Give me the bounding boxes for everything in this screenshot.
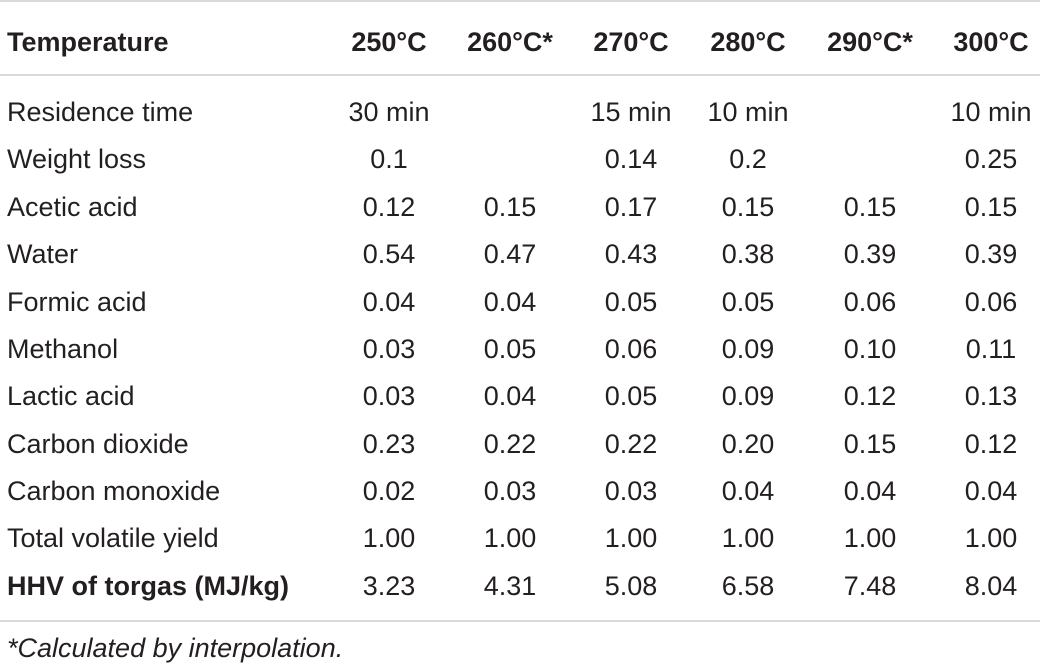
header-250c: 250°C xyxy=(351,27,427,57)
row-label: Formic acid xyxy=(7,287,147,317)
table-cell: 0.15 xyxy=(721,192,775,222)
header-300c: 300°C xyxy=(953,27,1029,57)
header-260c: 260°C* xyxy=(467,27,553,57)
row-label: Acetic acid xyxy=(7,192,138,222)
table-cell: 0.06 xyxy=(843,287,897,317)
table-top-rule xyxy=(0,0,1040,2)
table-cell: 0.38 xyxy=(721,239,775,269)
table-cell: 10 min xyxy=(950,97,1032,127)
table-header-rule xyxy=(0,74,1040,76)
table-cell: 0.14 xyxy=(604,144,658,174)
table-bottom-rule xyxy=(0,620,1040,622)
table-cell: 0.15 xyxy=(843,429,897,459)
table-cell: 0.05 xyxy=(604,381,658,411)
table-cell: 0.25 xyxy=(964,144,1018,174)
table-cell: 5.08 xyxy=(604,571,658,601)
table-cell: 0.05 xyxy=(483,334,537,364)
table-cell: 0.20 xyxy=(721,429,775,459)
table-cell: 0.39 xyxy=(843,239,897,269)
table-cell: 0.17 xyxy=(604,192,658,222)
table-cell: 0.43 xyxy=(604,239,658,269)
table-cell: 0.09 xyxy=(721,381,775,411)
table-cell: 0.23 xyxy=(362,429,416,459)
table-cell: 1.00 xyxy=(964,523,1018,553)
header-270c: 270°C xyxy=(593,27,669,57)
table-cell: 0.05 xyxy=(721,287,775,317)
table-cell: 0.06 xyxy=(964,287,1018,317)
table-cell: 0.39 xyxy=(964,239,1018,269)
table-cell: 0.22 xyxy=(483,429,537,459)
table-cell: 0.12 xyxy=(362,192,416,222)
table-cell: 0.03 xyxy=(362,334,416,364)
row-label: Total volatile yield xyxy=(7,523,219,553)
table-cell: 1.00 xyxy=(483,523,537,553)
table-cell: 0.15 xyxy=(964,192,1018,222)
table-cell: 10 min xyxy=(707,97,789,127)
row-label: HHV of torgas (MJ/kg) xyxy=(7,571,290,601)
table-cell: 1.00 xyxy=(604,523,658,553)
table-cell: 7.48 xyxy=(843,571,897,601)
row-label: Lactic acid xyxy=(7,381,135,411)
table-cell: 0.15 xyxy=(483,192,537,222)
table-footnote: *Calculated by interpolation. xyxy=(7,633,344,663)
table-cell: 3.23 xyxy=(362,571,416,601)
row-label: Water xyxy=(7,239,79,269)
table-cell: 0.06 xyxy=(604,334,658,364)
table-cell: 30 min xyxy=(348,97,430,127)
table-cell: 0.05 xyxy=(604,287,658,317)
table-cell: 0.47 xyxy=(483,239,537,269)
table-cell: 6.58 xyxy=(721,571,775,601)
table-cell: 0.1 xyxy=(370,144,408,174)
table-cell: 15 min xyxy=(590,97,672,127)
table-cell: 8.04 xyxy=(964,571,1018,601)
table-cell: 0.09 xyxy=(721,334,775,364)
table-cell: 0.12 xyxy=(964,429,1018,459)
row-label: Weight loss xyxy=(7,144,147,174)
table-cell: 1.00 xyxy=(843,523,897,553)
table-cell: 0.11 xyxy=(965,334,1017,364)
row-label: Carbon dioxide xyxy=(7,429,189,459)
table-cell: 4.31 xyxy=(483,571,537,601)
table-cell: 0.10 xyxy=(843,334,897,364)
table-cell: 0.04 xyxy=(483,381,537,411)
table-cell: 1.00 xyxy=(721,523,775,553)
table-cell: 0.04 xyxy=(721,476,775,506)
table-cell: 0.03 xyxy=(604,476,658,506)
table-cell: 0.03 xyxy=(483,476,537,506)
table-cell: 0.15 xyxy=(843,192,897,222)
header-290c: 290°C* xyxy=(827,27,913,57)
header-temperature: Temperature xyxy=(7,27,169,57)
table-cell: 0.04 xyxy=(964,476,1018,506)
table-cell: 0.2 xyxy=(729,144,767,174)
table-cell: 0.12 xyxy=(843,381,897,411)
table-cell: 0.04 xyxy=(843,476,897,506)
table-cell: 0.04 xyxy=(483,287,537,317)
table-cell: 0.03 xyxy=(362,381,416,411)
row-label: Methanol xyxy=(7,334,119,364)
table-cell: 0.13 xyxy=(964,381,1018,411)
table-cell: 0.04 xyxy=(362,287,416,317)
table-cell: 0.02 xyxy=(362,476,416,506)
row-label: Residence time xyxy=(7,97,194,127)
header-280c: 280°C xyxy=(710,27,786,57)
table-cell: 1.00 xyxy=(362,523,416,553)
table-cell: 0.22 xyxy=(604,429,658,459)
row-label: Carbon monoxide xyxy=(7,476,221,506)
table-cell: 0.54 xyxy=(362,239,416,269)
